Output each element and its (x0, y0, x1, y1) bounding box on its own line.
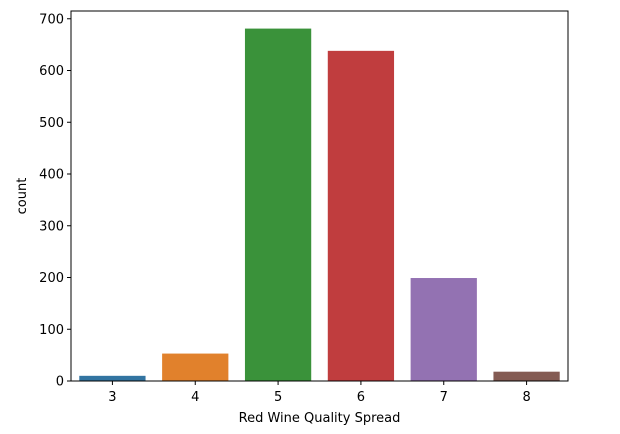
bar-quality-6 (327, 50, 395, 381)
y-tick-label: 600 (39, 64, 64, 79)
x-axis-label: Red Wine Quality Spread (239, 411, 401, 426)
y-tick-label: 300 (39, 219, 64, 234)
x-tick-label: 8 (522, 390, 530, 405)
y-tick-label: 100 (39, 323, 64, 338)
y-axis-label: count (15, 178, 30, 215)
bars-group (79, 28, 560, 381)
y-tick-label: 700 (39, 12, 64, 27)
bar-quality-5 (244, 28, 312, 381)
x-axis-ticks: 3 4 5 6 7 8 (108, 381, 531, 405)
plot-frame (70, 10, 569, 382)
x-tick-label: 3 (108, 390, 116, 405)
x-tick-label: 5 (274, 390, 282, 405)
x-tick-label: 7 (440, 390, 448, 405)
x-tick-label: 6 (357, 390, 365, 405)
y-tick-label: 400 (39, 168, 64, 183)
y-axis-ticks: 0 100 200 300 400 500 600 700 (39, 12, 71, 390)
y-tick-label: 500 (39, 116, 64, 131)
bar-quality-4 (162, 353, 229, 381)
bar-quality-3 (79, 375, 146, 381)
bar-quality-8 (493, 371, 560, 381)
x-tick-label: 4 (191, 390, 199, 405)
y-tick-label: 0 (56, 375, 64, 390)
bar-quality-7 (410, 278, 477, 381)
y-tick-label: 200 (39, 271, 64, 286)
